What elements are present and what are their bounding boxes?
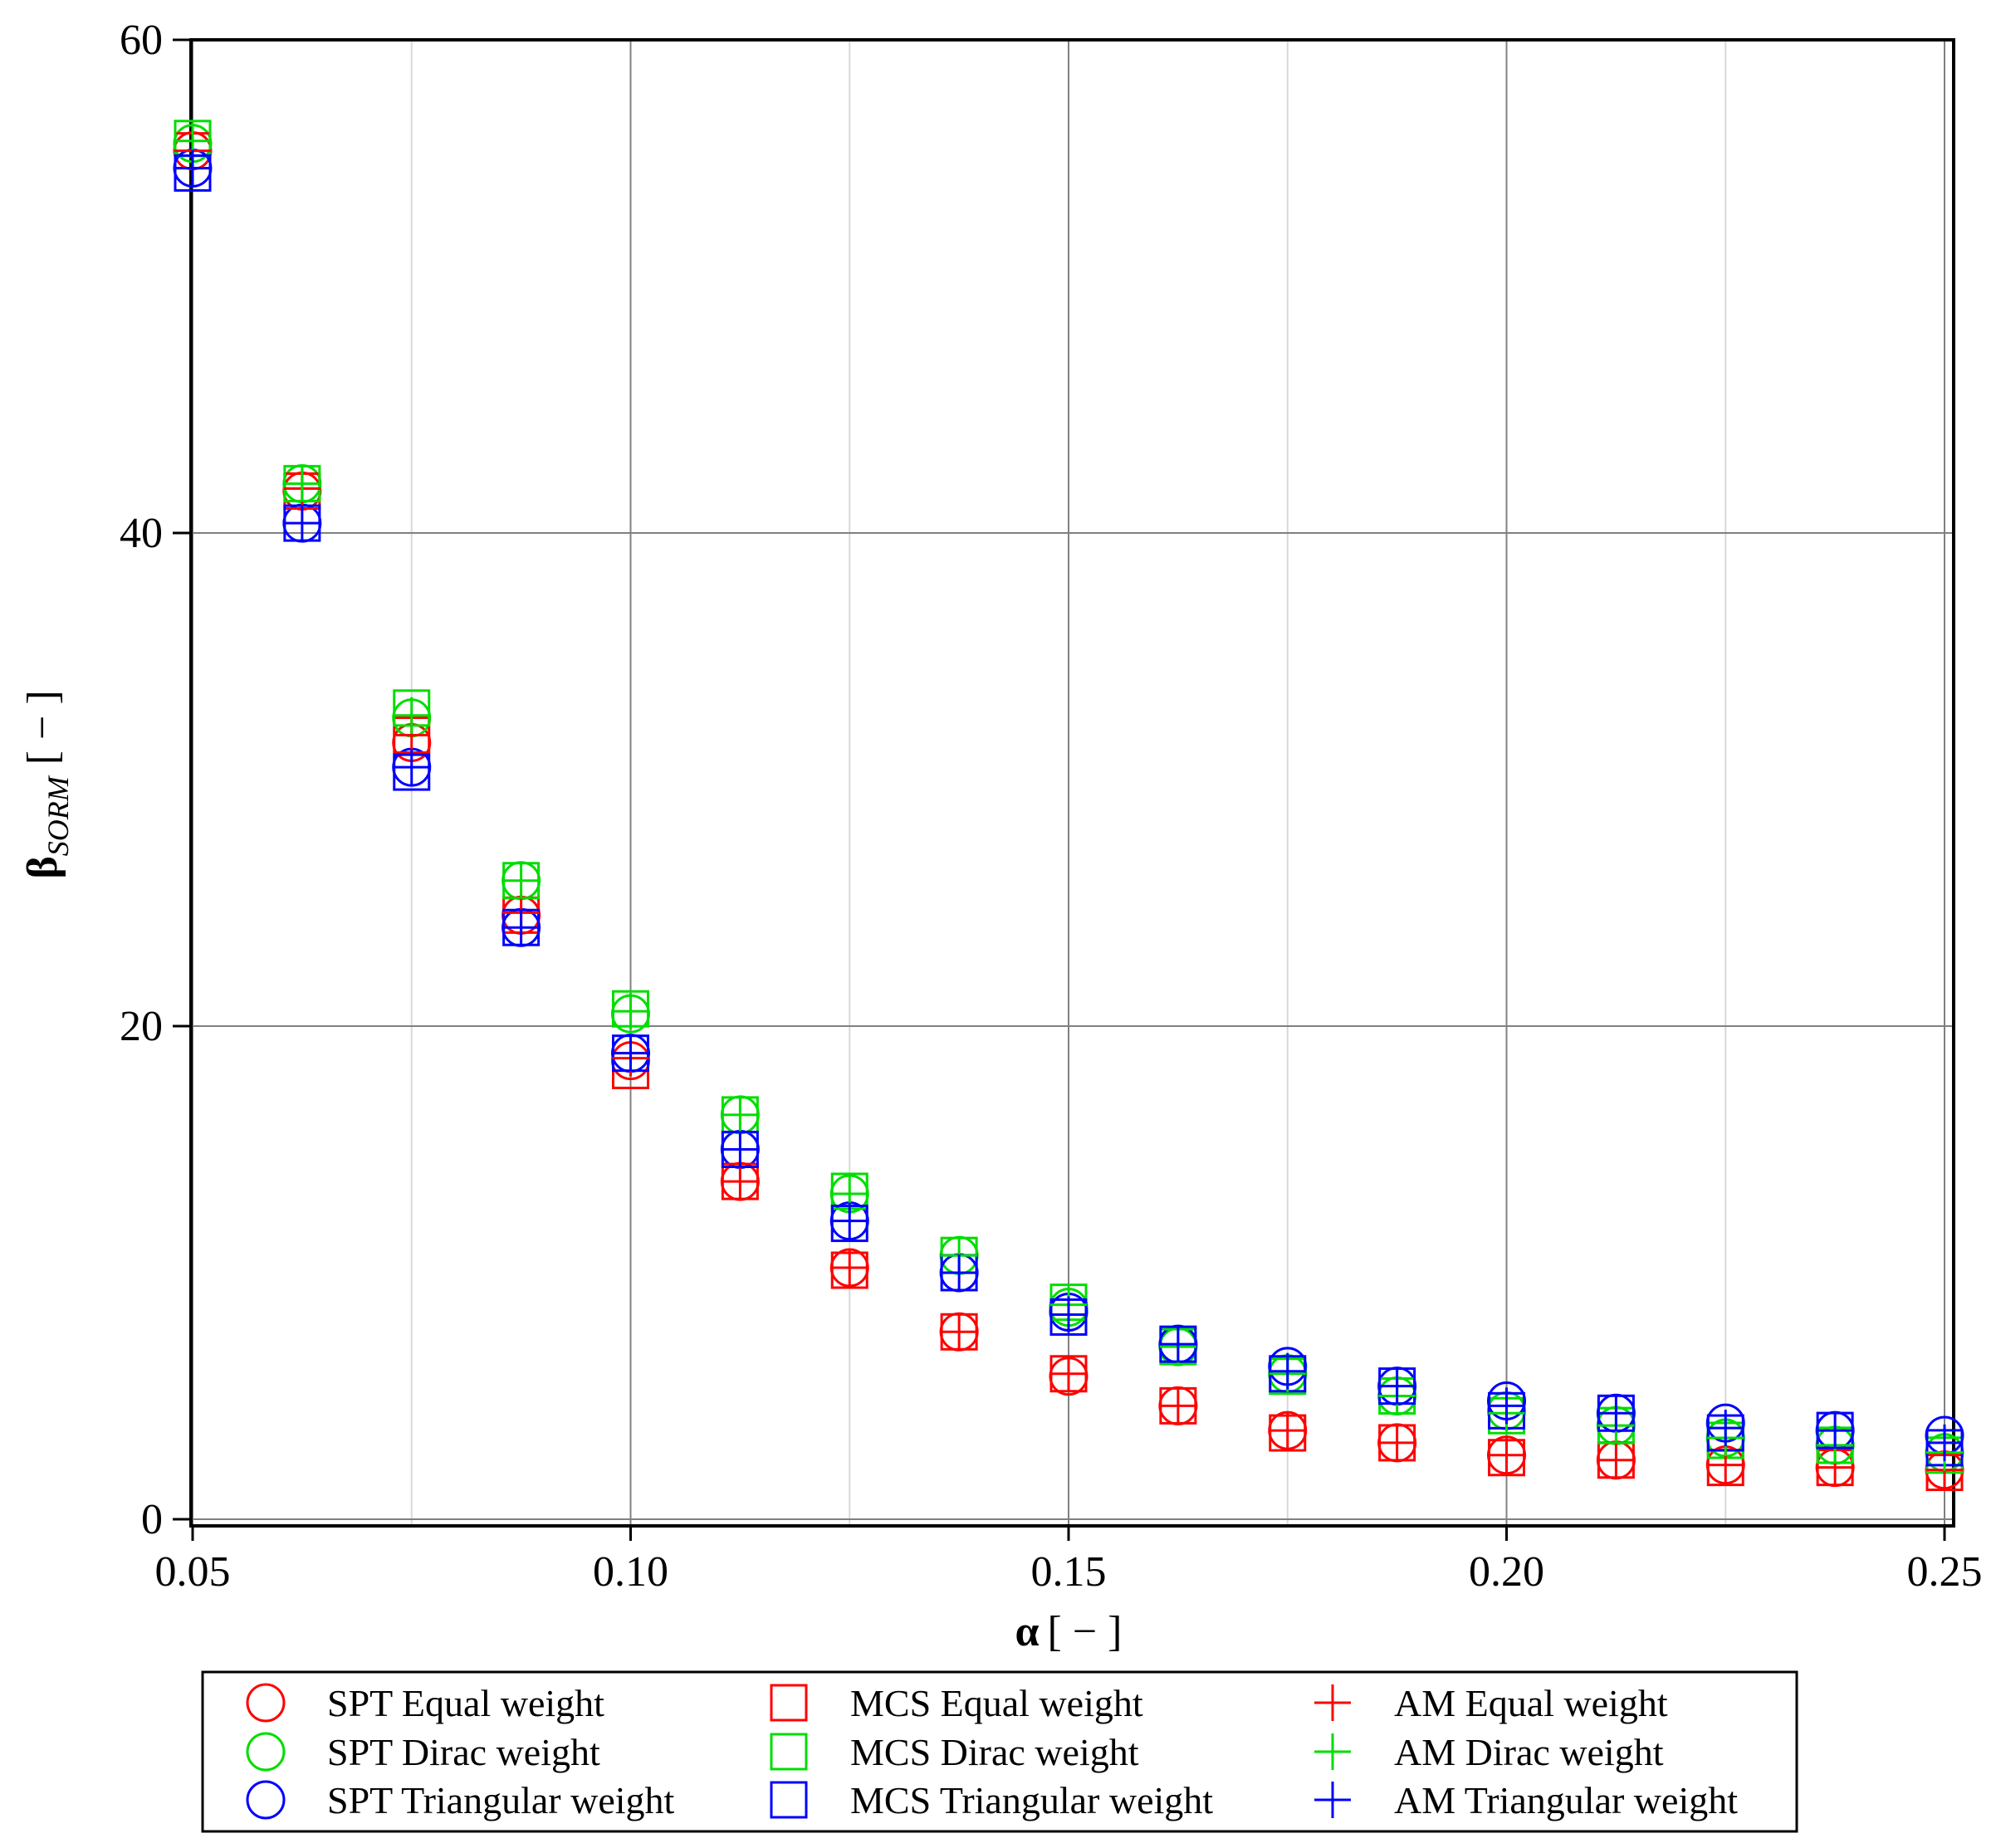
data-point-plus [1926, 1424, 1963, 1461]
data-point-plus [1488, 1436, 1525, 1474]
series-am-triangular-weight [174, 149, 1963, 1461]
legend-entry: SPT Equal weight [246, 1682, 604, 1724]
x-axis-title: α[ − ] [1015, 1608, 1123, 1655]
x-tick-label: 0.25 [1907, 1548, 1983, 1596]
legend-entry: AM Triangular weight [1314, 1779, 1738, 1821]
data-point-plus [1817, 1412, 1854, 1450]
data-point-plus [612, 993, 649, 1030]
data-point-plus [174, 149, 211, 187]
data-point-plus [1159, 1387, 1196, 1425]
legend-swatch-plus [1314, 1782, 1351, 1818]
legend-label: AM Triangular weight [1394, 1779, 1738, 1821]
axes-layer: 0.05 0.10 0.15 0.20 0.25 0 20 40 60 [120, 17, 1983, 1596]
x-axis-unit: [ − ] [1048, 1608, 1123, 1655]
legend-label: MCS Dirac weight [850, 1731, 1139, 1773]
legend-entry: SPT Dirac weight [246, 1731, 600, 1773]
legend-swatch-plus [1314, 1733, 1351, 1770]
legend-entry: SPT Triangular weight [246, 1779, 675, 1821]
legend-swatch-plus [1314, 1684, 1351, 1721]
data-point-plus [393, 749, 430, 786]
legend-label: MCS Triangular weight [850, 1779, 1213, 1821]
data-point-plus [1050, 1296, 1087, 1333]
legend-entry: MCS Triangular weight [770, 1779, 1213, 1821]
legend-entry: MCS Dirac weight [770, 1731, 1139, 1773]
y-tick-label: 60 [120, 17, 163, 64]
data-point-plus [1269, 1352, 1306, 1390]
y-axis-unit: [ − ] [19, 690, 66, 765]
data-point-plus [1597, 1395, 1635, 1432]
data-point-plus [1050, 1355, 1087, 1392]
legend-swatch-square [770, 1781, 808, 1819]
legend-items: SPT Equal weight SPT Dirac weight SPT Tria… [246, 1682, 1738, 1821]
x-tick-label: 0.05 [155, 1548, 231, 1596]
legend-label: AM Equal weight [1394, 1682, 1668, 1724]
y-axis-subscript: SORM [42, 775, 75, 856]
legend-entry: MCS Equal weight [770, 1682, 1143, 1724]
plot-frame [189, 38, 1955, 1528]
grid-layer [191, 39, 1954, 1526]
data-point-plus [283, 465, 320, 502]
data-point-plus [1707, 1410, 1744, 1447]
legend-swatch-square [770, 1733, 808, 1771]
x-tick-label: 0.15 [1031, 1548, 1107, 1596]
legend-box [201, 1670, 1798, 1833]
legend-swatch-circle [246, 1683, 286, 1723]
data-point-plus [831, 1249, 868, 1287]
legend-label: MCS Equal weight [850, 1682, 1143, 1724]
legend-entry: AM Dirac weight [1314, 1731, 1664, 1773]
legend-label: SPT Equal weight [327, 1682, 604, 1724]
legend-swatch-circle [246, 1732, 286, 1772]
data-point-plus [502, 909, 540, 946]
data-point-plus [1488, 1387, 1525, 1425]
data-point-plus [1378, 1424, 1416, 1461]
legend-swatch-circle [246, 1780, 286, 1820]
data-point-plus [831, 1202, 868, 1239]
data-point-plus [722, 1131, 759, 1168]
data-point-plus [941, 1254, 978, 1291]
y-tick-label: 40 [120, 510, 163, 557]
legend-label: AM Dirac weight [1394, 1731, 1664, 1773]
x-axis-symbol: α [1015, 1608, 1040, 1655]
data-point-plus [1597, 1441, 1635, 1479]
data-point-plus [283, 505, 320, 542]
y-axis-title: βSORM [ − ] [19, 690, 75, 878]
data-point-plus [1269, 1412, 1306, 1450]
legend-label: SPT Triangular weight [327, 1779, 675, 1821]
y-axis-symbol: β [19, 856, 66, 878]
y-tick-label: 0 [141, 1496, 163, 1543]
data-point-plus [612, 1034, 649, 1072]
legend-entry: AM Equal weight [1314, 1682, 1668, 1724]
x-tick-label: 0.20 [1469, 1548, 1544, 1596]
x-tick-label: 0.10 [593, 1548, 668, 1596]
data-point-plus [393, 697, 430, 734]
data-point-plus [941, 1313, 978, 1351]
marks-layer [173, 120, 1964, 1492]
data-point-plus [722, 1096, 759, 1133]
data-point-plus [722, 1163, 759, 1200]
data-point-plus [1378, 1367, 1416, 1405]
legend: SPT Equal weight SPT Dirac weight SPT Tria… [201, 1670, 1798, 1833]
data-point-plus [502, 862, 540, 899]
y-tick-label: 20 [120, 1003, 163, 1050]
data-point-plus [1159, 1326, 1196, 1363]
legend-swatch-square [770, 1684, 808, 1722]
legend-label: SPT Dirac weight [327, 1731, 600, 1773]
